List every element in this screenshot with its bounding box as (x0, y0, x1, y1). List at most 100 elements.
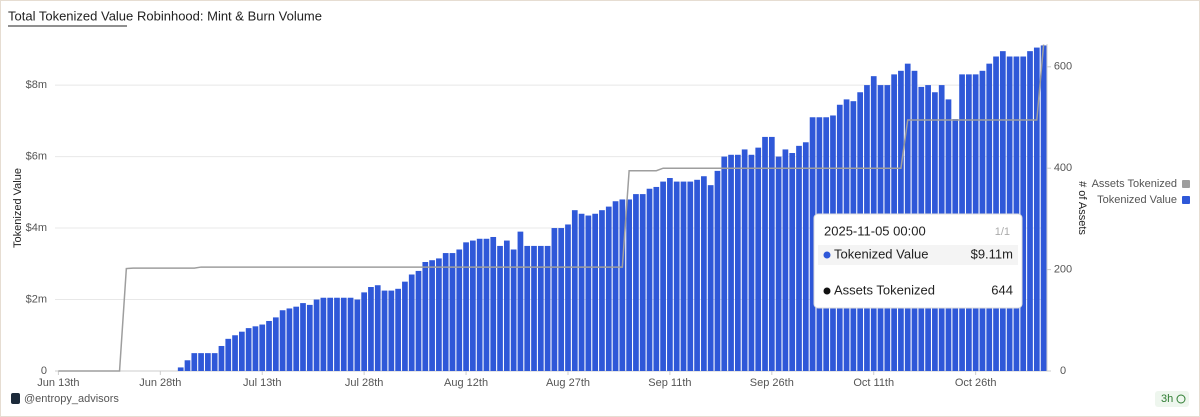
y-tick-label: $8m (26, 79, 47, 91)
bar (701, 176, 707, 371)
bar (1027, 51, 1033, 371)
bar (605, 206, 612, 371)
y2-tick-label: 200 (1054, 264, 1072, 276)
tooltip-date: 2025-11-05 00:00 (824, 223, 926, 238)
bar (809, 117, 816, 371)
tab-active[interactable]: Total Tokenized Value (8, 8, 133, 23)
tooltip-row-bg (818, 245, 1018, 265)
bar (490, 236, 497, 371)
bar (205, 353, 211, 371)
bar (1020, 56, 1027, 371)
bar (456, 249, 463, 371)
y2-tick-label: 600 (1054, 61, 1072, 73)
bar (374, 285, 381, 371)
footer-handle[interactable]: @entropy_advisors (24, 393, 119, 405)
bar (524, 245, 531, 371)
bar (422, 262, 429, 371)
bar (449, 253, 456, 371)
bar (578, 213, 585, 371)
bar (408, 274, 415, 371)
bar (660, 181, 666, 371)
x-tick-label: Jun 13th (37, 377, 79, 389)
bar (999, 51, 1006, 371)
y-tick-label: $6m (26, 150, 47, 162)
x-tick-label: Jun 28th (139, 377, 181, 389)
bar (1033, 47, 1040, 372)
bar (599, 210, 605, 371)
y-axis-title: Tokenized Value (12, 168, 24, 248)
bar (537, 245, 544, 371)
bar (619, 199, 626, 371)
bar (259, 324, 266, 371)
legend-swatch (1182, 196, 1190, 204)
tooltip: 2025-11-05 00:00 1/1 Tokenized Value $9.… (813, 213, 1023, 309)
y2-axis-title: # of Assets (1076, 181, 1088, 235)
bar (782, 149, 789, 371)
tooltip-page: 1/1 (995, 226, 1010, 238)
bar (340, 297, 347, 371)
bar (327, 297, 334, 371)
bar (177, 367, 184, 371)
bar (272, 317, 279, 371)
tooltip-series: Assets Tokenized (834, 282, 935, 297)
bar (667, 178, 673, 371)
bar (218, 345, 225, 371)
bar (300, 303, 306, 371)
footer-icon (11, 393, 20, 404)
y-tick-label: 0 (41, 365, 47, 377)
bar (211, 353, 218, 371)
bar (225, 338, 232, 371)
legend-swatch (1182, 180, 1190, 188)
bar (741, 149, 748, 371)
tooltip-dot (823, 251, 831, 259)
bar (714, 170, 721, 371)
bar (368, 287, 374, 371)
bar (483, 238, 490, 371)
y-tick-label: $2m (26, 293, 47, 305)
bar (755, 147, 762, 371)
bar (436, 258, 442, 371)
tooltip-dot (823, 287, 831, 295)
bar (592, 213, 599, 371)
bar (694, 179, 700, 371)
y2-tick-label: 400 (1054, 162, 1072, 174)
x-tick-label: Sep 26th (750, 377, 794, 389)
bar (334, 297, 340, 371)
tooltip-value: $9.11m (971, 246, 1013, 261)
bar (612, 201, 619, 371)
bar (544, 245, 551, 371)
bar (1040, 45, 1047, 372)
bar (653, 186, 660, 371)
bar (184, 360, 191, 371)
bar (306, 304, 313, 371)
bar (646, 188, 653, 371)
x-tick-label: Jul 13th (243, 377, 282, 389)
bar (721, 156, 728, 371)
tab[interactable]: Robinhood: Mint & Burn Volume (137, 8, 322, 23)
bar (565, 224, 571, 371)
bar (802, 142, 809, 371)
x-tick-label: Aug 12th (444, 377, 488, 389)
bar (687, 181, 694, 371)
x-tick-label: Aug 27th (546, 377, 590, 389)
bar (238, 331, 245, 371)
bar (361, 292, 368, 371)
legend: Assets Tokenized Tokenized Value (1092, 178, 1190, 206)
bar (531, 245, 537, 371)
bar (673, 181, 680, 371)
bar (728, 154, 734, 371)
bar (558, 228, 565, 371)
bar (463, 242, 469, 371)
bar (707, 185, 714, 371)
bar (510, 249, 517, 371)
bar (626, 199, 632, 371)
x-tick-label: Oct 26th (955, 377, 997, 389)
bar (198, 353, 204, 371)
y2-tick-label: 0 (1060, 365, 1066, 377)
bar (585, 215, 592, 371)
x-tick-label: Oct 11th (853, 377, 894, 389)
bar (354, 299, 361, 371)
bar (762, 136, 768, 371)
x-tick-label: Sep 11th (648, 377, 691, 389)
